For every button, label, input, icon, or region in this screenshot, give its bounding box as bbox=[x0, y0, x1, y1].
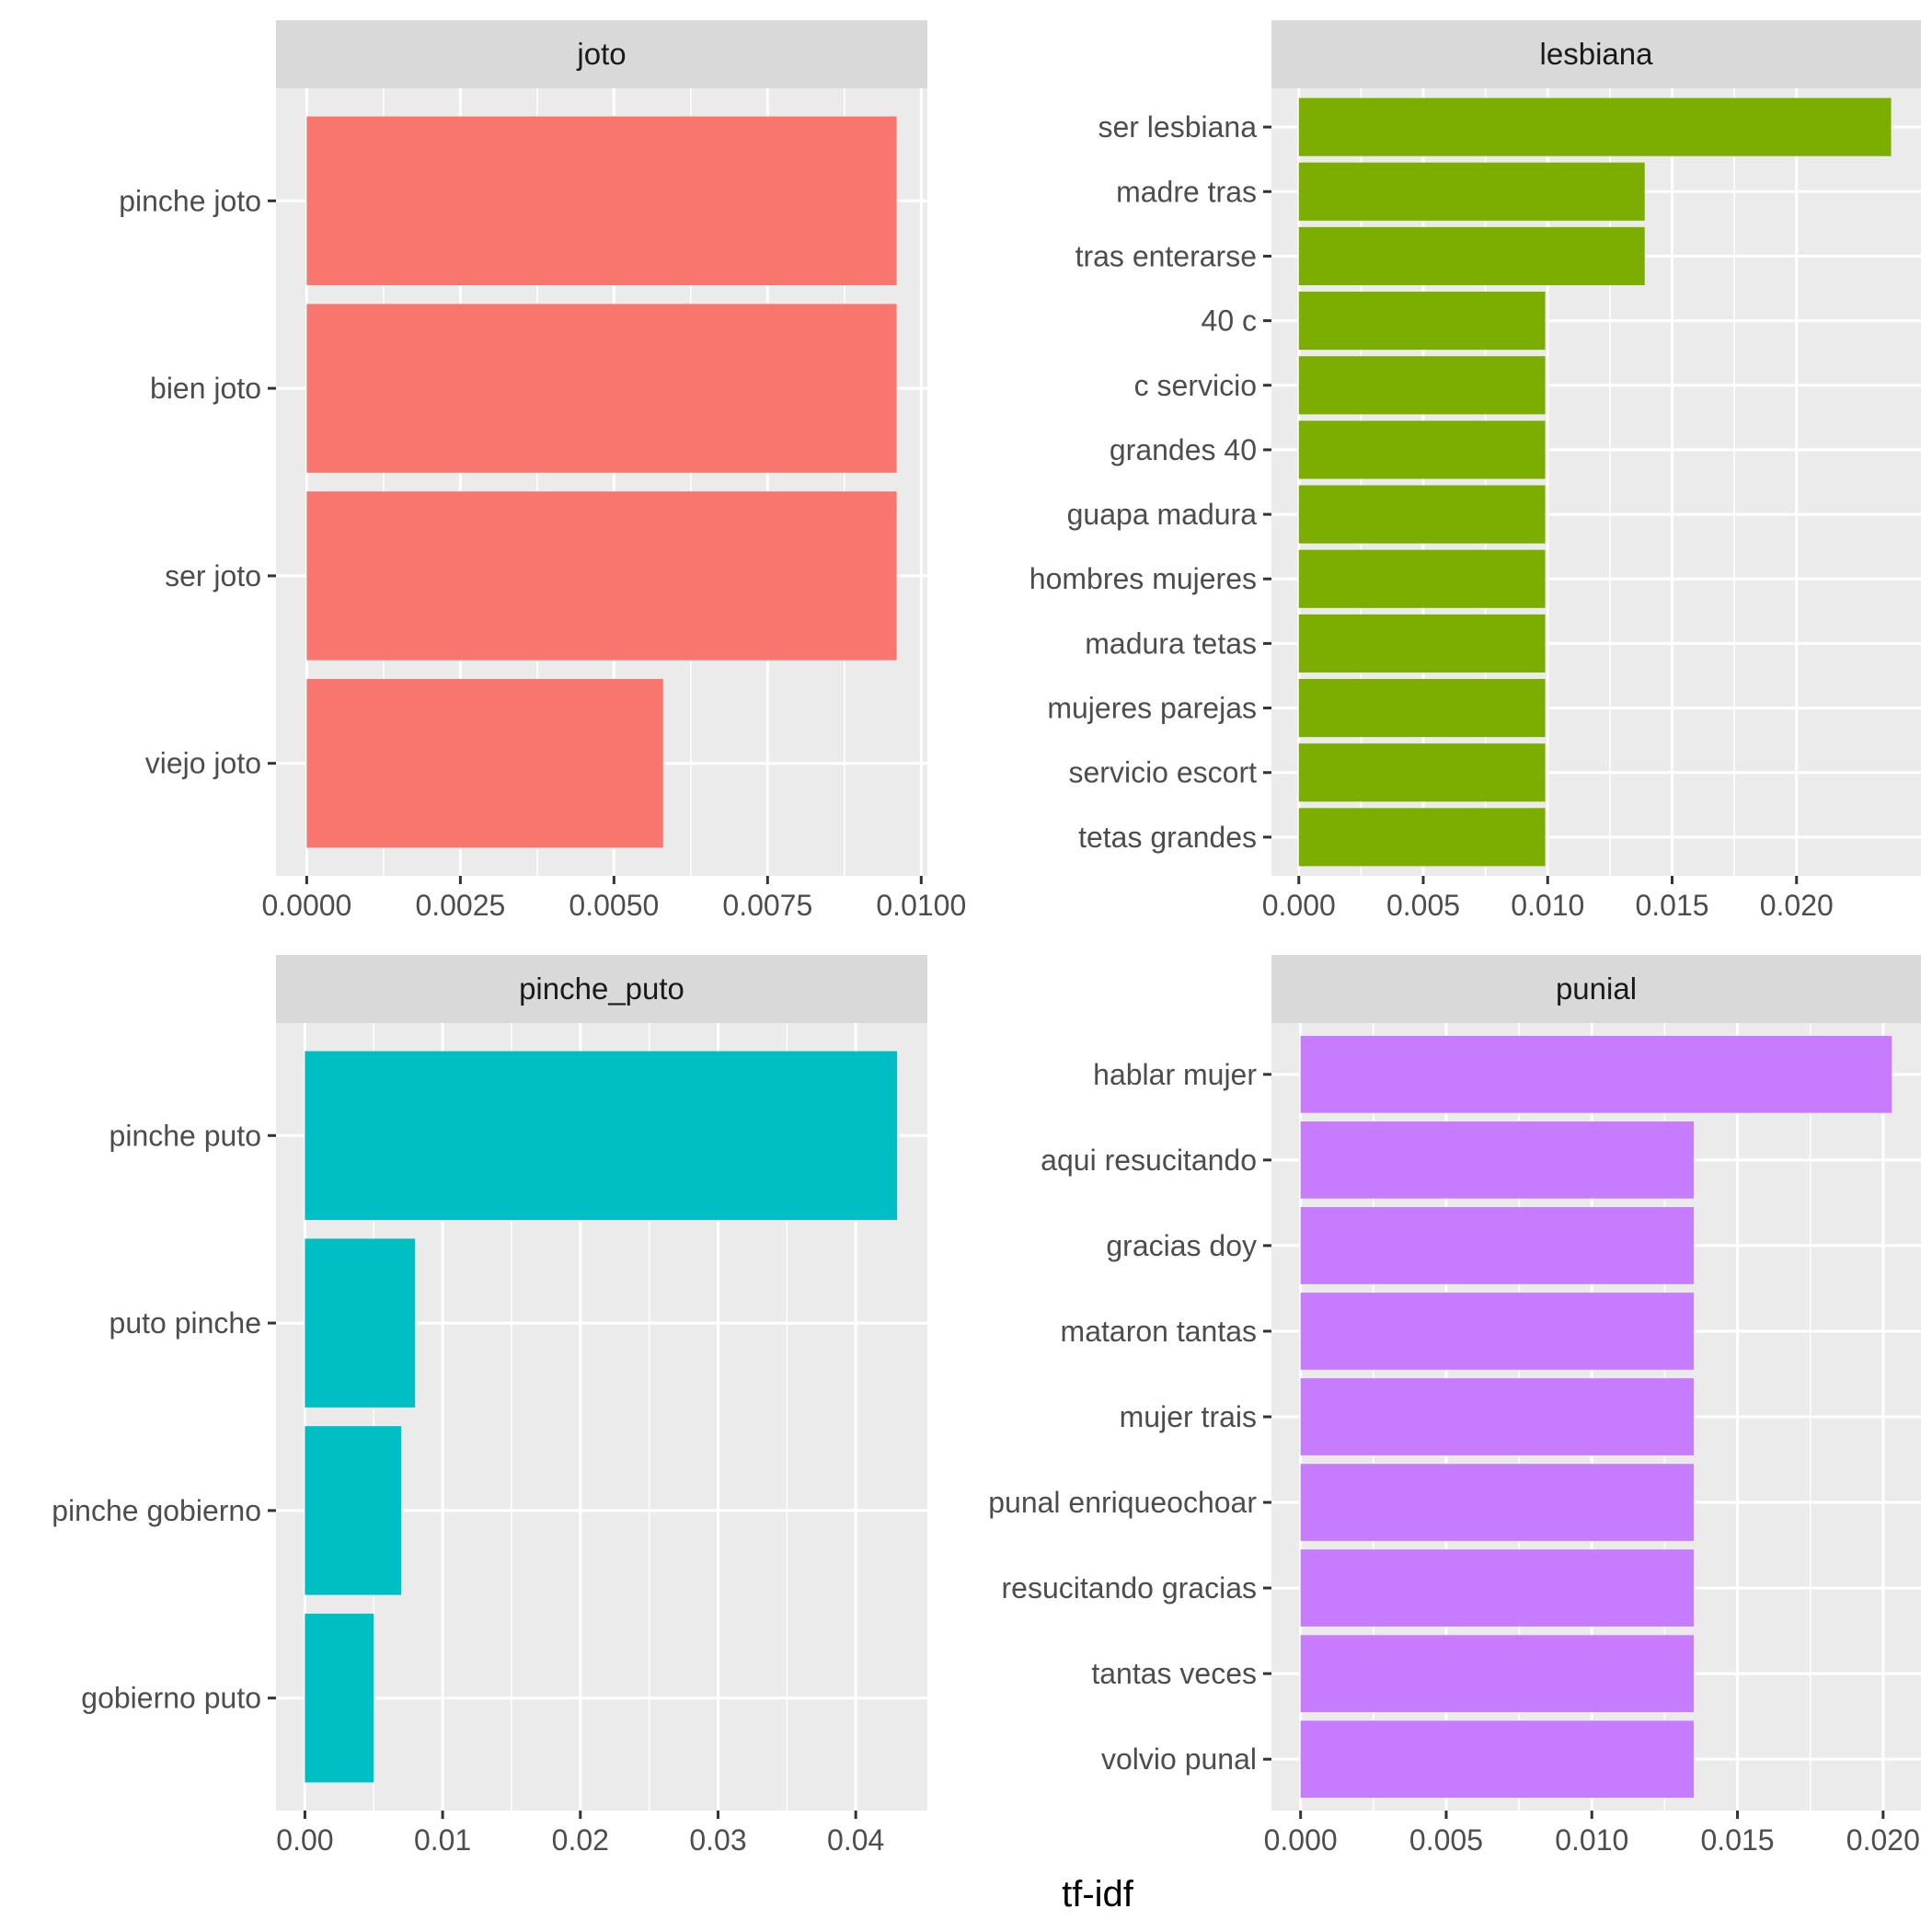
x-tick-label: 0.0000 bbox=[261, 889, 351, 922]
bar bbox=[306, 491, 897, 661]
x-tick-label: 0.0050 bbox=[569, 889, 659, 922]
y-tick-label: resucitando gracias bbox=[1002, 1571, 1257, 1604]
bar bbox=[1298, 549, 1546, 608]
x-tick-label: 0.005 bbox=[1409, 1823, 1483, 1857]
y-tick-label: tetas grandes bbox=[1078, 821, 1257, 854]
x-tick-label: 0.015 bbox=[1701, 1823, 1775, 1857]
y-tick-label: 40 c bbox=[1202, 305, 1257, 338]
x-tick-label: 0.010 bbox=[1511, 889, 1584, 922]
bar bbox=[1298, 162, 1645, 221]
y-tick-label: mujer trais bbox=[1120, 1400, 1257, 1433]
x-tick-label: 0.0100 bbox=[876, 889, 966, 922]
bar bbox=[1298, 808, 1546, 867]
x-tick-label: 0.020 bbox=[1760, 889, 1834, 922]
y-tick-label: mataron tantas bbox=[1061, 1315, 1257, 1348]
x-tick-label: 0.005 bbox=[1386, 889, 1460, 922]
chart-panels: joto pinche joto bien joto ser joto viejo jo… bbox=[52, 20, 1921, 1857]
bar bbox=[1300, 1549, 1695, 1627]
y-tick-label: pinche joto bbox=[119, 184, 261, 217]
bar bbox=[1298, 614, 1546, 673]
y-tick-label: viejo joto bbox=[145, 747, 261, 780]
y-tick-label: grandes 40 bbox=[1110, 433, 1257, 466]
bar bbox=[1300, 1035, 1892, 1113]
bar bbox=[1298, 485, 1546, 544]
bar bbox=[1298, 292, 1546, 351]
y-tick-label: gracias doy bbox=[1106, 1229, 1257, 1262]
x-tick-label: 0.02 bbox=[552, 1823, 609, 1857]
bar bbox=[305, 1051, 898, 1220]
y-tick-label: bien joto bbox=[150, 372, 261, 405]
y-tick-label: volvio punal bbox=[1101, 1742, 1257, 1776]
bar bbox=[1300, 1293, 1695, 1370]
bar bbox=[305, 1238, 416, 1408]
bar bbox=[1298, 679, 1546, 738]
x-tick-label: 0.010 bbox=[1555, 1823, 1628, 1857]
facet-panel-joto: joto pinche joto bien joto ser joto viejo jo… bbox=[119, 20, 966, 922]
facet-panel-punial: punial hablar mujer aqui resucitando gracia… bbox=[988, 955, 1921, 1857]
x-tick-label: 0.01 bbox=[414, 1823, 471, 1857]
facet-strip bbox=[1271, 955, 1921, 1023]
y-tick-label: gobierno puto bbox=[81, 1682, 261, 1715]
facet-title: lesbiana bbox=[1540, 37, 1654, 71]
y-tick-label: hombres mujeres bbox=[1029, 562, 1257, 595]
y-tick-label: punal enriqueochoar bbox=[988, 1486, 1257, 1519]
bar bbox=[1298, 743, 1546, 802]
x-tick-label: 0.015 bbox=[1635, 889, 1708, 922]
x-tick-label: 0.0025 bbox=[415, 889, 505, 922]
x-tick-label: 0.03 bbox=[689, 1823, 746, 1857]
x-tick-label: 0.000 bbox=[1264, 1823, 1338, 1857]
y-tick-label: pinche gobierno bbox=[52, 1494, 261, 1527]
facet-strip bbox=[276, 955, 927, 1023]
y-tick-label: madura tetas bbox=[1085, 627, 1257, 660]
bar bbox=[1298, 226, 1645, 285]
bar bbox=[1300, 1464, 1695, 1541]
y-tick-label: ser joto bbox=[165, 559, 261, 592]
bar bbox=[306, 679, 663, 848]
facet-panel-lesbiana: lesbiana ser lesbiana madre tras tras enter… bbox=[1029, 20, 1921, 922]
bar bbox=[305, 1614, 374, 1783]
y-tick-label: hablar mujer bbox=[1093, 1058, 1257, 1091]
x-tick-label: 0.00 bbox=[276, 1823, 333, 1857]
y-tick-label: madre tras bbox=[1116, 175, 1257, 208]
bar bbox=[1298, 420, 1546, 479]
y-tick-label: ser lesbiana bbox=[1098, 110, 1257, 144]
x-tick-label: 0.0075 bbox=[722, 889, 812, 922]
bar bbox=[1300, 1635, 1695, 1712]
bar bbox=[306, 116, 897, 285]
x-tick-label: 0.020 bbox=[1846, 1823, 1920, 1857]
bar bbox=[305, 1426, 402, 1595]
x-tick-label: 0.000 bbox=[1262, 889, 1336, 922]
bar bbox=[306, 304, 897, 473]
y-tick-label: tantas veces bbox=[1091, 1657, 1257, 1690]
bar bbox=[1300, 1378, 1695, 1455]
facet-title: punial bbox=[1556, 972, 1637, 1006]
x-axis-label: tf-idf bbox=[1062, 1874, 1134, 1915]
bar bbox=[1300, 1720, 1695, 1799]
facet-title: joto bbox=[576, 37, 626, 71]
x-tick-label: 0.04 bbox=[827, 1823, 884, 1857]
y-tick-label: pinche puto bbox=[109, 1119, 261, 1152]
facet-strip bbox=[276, 20, 927, 88]
y-tick-label: mujeres parejas bbox=[1047, 692, 1257, 725]
y-tick-label: puto pinche bbox=[109, 1306, 261, 1340]
y-tick-label: aqui resucitando bbox=[1041, 1144, 1257, 1177]
y-tick-label: c servicio bbox=[1134, 369, 1257, 402]
facet-title: pinche_puto bbox=[519, 972, 684, 1006]
y-tick-label: tras enterarse bbox=[1075, 239, 1257, 272]
bar bbox=[1300, 1207, 1695, 1284]
y-tick-label: servicio escort bbox=[1069, 756, 1258, 789]
bar bbox=[1300, 1121, 1695, 1199]
bar bbox=[1298, 98, 1892, 156]
bar bbox=[1298, 356, 1546, 415]
facet-strip bbox=[1271, 20, 1921, 88]
y-tick-label: guapa madura bbox=[1067, 498, 1258, 531]
